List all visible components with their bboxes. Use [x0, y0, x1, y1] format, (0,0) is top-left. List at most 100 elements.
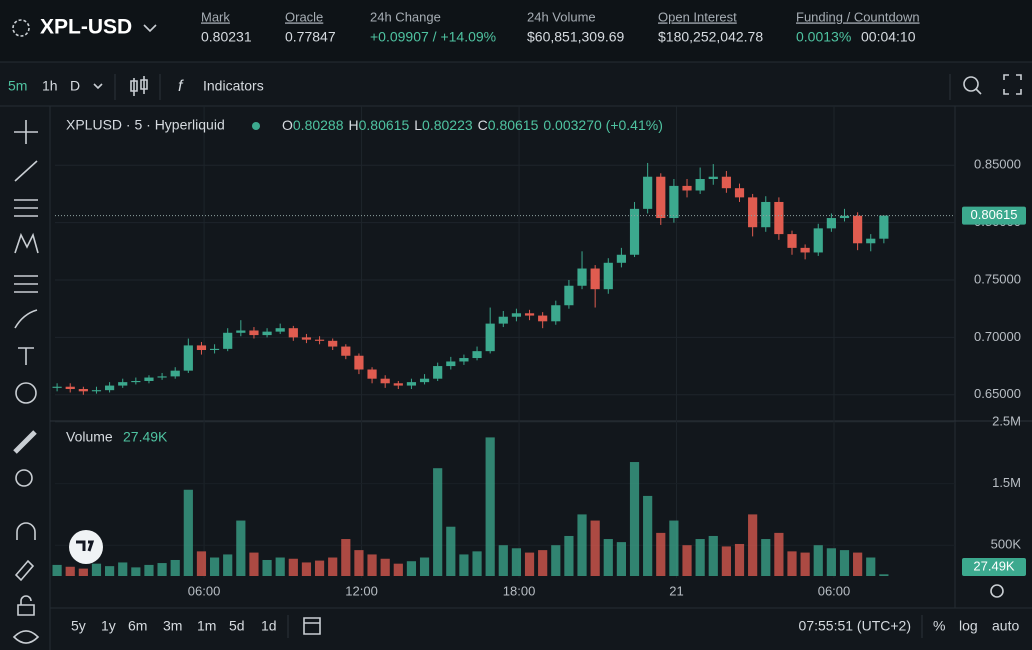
candle-body [734, 188, 745, 198]
fullscreen-icon[interactable] [1003, 74, 1022, 95]
option[interactable]: % [933, 618, 945, 634]
ohlc-value: 0.80223 [422, 117, 473, 133]
time: 07:55:51 (UTC+2) [799, 618, 911, 634]
text-tool[interactable] [18, 347, 34, 365]
y-tick-label: 1.5M [992, 475, 1021, 490]
volume-title: Volume [66, 429, 113, 445]
x-tick-label: 18:00 [503, 583, 536, 598]
option[interactable]: log [959, 618, 978, 634]
volume-bar [866, 557, 876, 576]
x-tick-label: 21 [669, 583, 683, 598]
y-tick-label: 2.5M [992, 413, 1021, 428]
pattern-tool[interactable] [14, 232, 39, 254]
volume-bar [209, 557, 220, 576]
volume-bar [144, 564, 154, 576]
candle-body [157, 376, 167, 378]
volume-bar [629, 462, 640, 576]
volume-bar [853, 552, 863, 576]
drawing-tools [12, 120, 40, 644]
volume-bar [419, 557, 430, 576]
interval[interactable]: 5m [8, 78, 27, 94]
volume-bar [65, 566, 75, 576]
candle-body [65, 386, 75, 390]
candle-body [433, 366, 443, 379]
symbol[interactable]: XPL-USD [40, 16, 132, 39]
eye-tool[interactable] [12, 630, 40, 644]
volume-bar [341, 539, 351, 576]
crosshair-tool[interactable] [14, 120, 38, 144]
volume-bar [433, 468, 443, 576]
chevron[interactable] [143, 24, 157, 33]
candle-body [105, 385, 115, 391]
volume-bar [669, 520, 679, 576]
volume-bar [551, 545, 561, 576]
indicators[interactable]: Indicators [203, 78, 264, 94]
interval[interactable]: D [70, 78, 80, 94]
volume-value: 27.49K [123, 429, 168, 445]
volume-bar [380, 558, 390, 576]
stat-value: 0.80231 [201, 29, 252, 45]
candle-body [669, 185, 679, 219]
range[interactable]: 5d [229, 618, 245, 634]
calendar-icon[interactable] [303, 617, 321, 635]
candle-body [564, 285, 574, 306]
tv-logo[interactable] [69, 530, 103, 564]
candle-body [761, 201, 771, 228]
candle-body [511, 313, 522, 317]
volume-bar [590, 520, 600, 576]
brush-tool[interactable] [14, 309, 38, 329]
candle-body [787, 234, 797, 248]
volume-bar [301, 562, 312, 576]
range[interactable]: 5y [71, 618, 86, 634]
candle-body [354, 355, 364, 370]
zoom-tool[interactable] [15, 469, 33, 487]
ohlc-label: O [282, 117, 293, 133]
last-price-label: 0.80615 [971, 207, 1018, 222]
volume-bar [183, 489, 193, 576]
candle-body [118, 382, 128, 386]
range[interactable]: 6m [128, 618, 147, 634]
last-price-tag [962, 206, 1026, 225]
volume-bar [275, 557, 285, 576]
volume-bar [196, 551, 207, 576]
volume-bar [708, 535, 718, 576]
stat-label: Open Interest [658, 9, 737, 24]
settings-icon[interactable] [990, 584, 1004, 598]
line-tool[interactable] [14, 160, 38, 182]
lock-draw-tool[interactable] [14, 559, 35, 582]
range[interactable]: 1y [101, 618, 116, 634]
volume-bar [813, 545, 823, 576]
volume-bar [78, 568, 88, 576]
status-dot [252, 122, 260, 130]
volume-bar [721, 546, 731, 576]
candle-body [708, 176, 718, 180]
volume-bar [91, 563, 102, 576]
ruler-tool[interactable] [13, 430, 37, 454]
candle-body [774, 201, 784, 235]
emoji-tool[interactable] [15, 382, 37, 404]
stat-label: Mark [201, 9, 230, 24]
candle-body [91, 390, 102, 392]
search-icon[interactable] [975, 88, 982, 95]
range[interactable]: 1m [197, 618, 216, 634]
volume-bar [800, 552, 810, 576]
range[interactable]: 1d [261, 618, 277, 634]
volume-bar [52, 564, 62, 576]
candle-body [328, 340, 338, 347]
interval[interactable]: 1h [42, 78, 58, 94]
search-icon[interactable] [963, 76, 979, 92]
volume-bar [131, 567, 141, 576]
projection-tool[interactable] [14, 275, 38, 293]
volume-bar [288, 558, 298, 576]
fib-tool[interactable] [14, 199, 38, 217]
candle-icon[interactable] [130, 76, 148, 96]
range[interactable]: 3m [163, 618, 182, 634]
fx-icon[interactable]: f [178, 78, 184, 95]
lock-tool[interactable] [17, 595, 35, 616]
volume-bar [446, 526, 456, 576]
magnet-tool[interactable] [16, 522, 36, 540]
volume-bar [538, 550, 548, 576]
candle-body [866, 238, 876, 244]
chevron[interactable] [93, 83, 103, 90]
option[interactable]: auto [992, 618, 1019, 634]
